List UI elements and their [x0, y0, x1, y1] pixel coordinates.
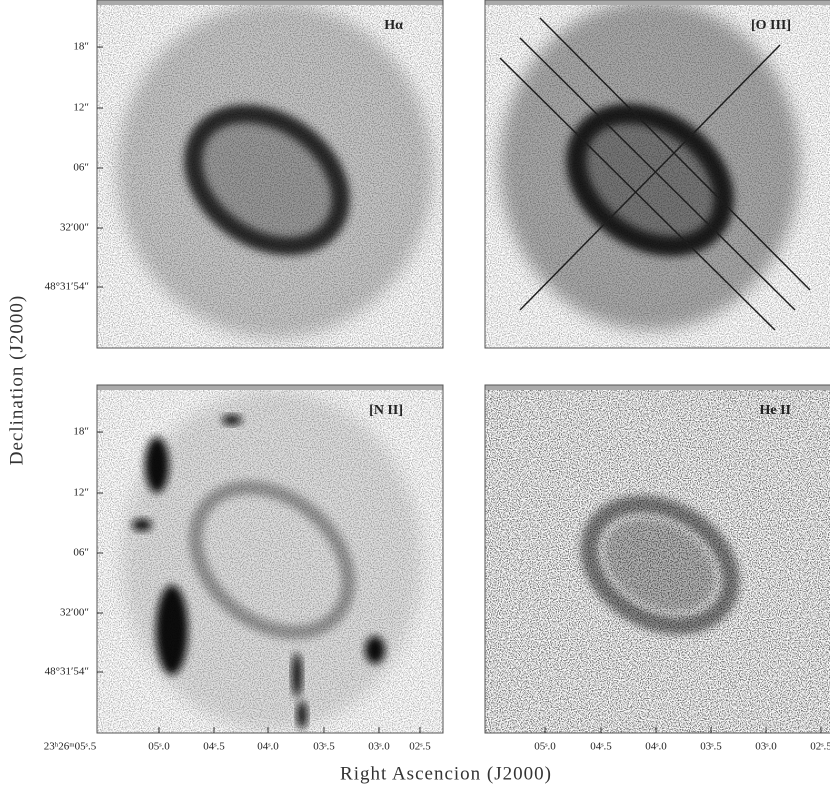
x-tick-label: 05ˢ.0: [148, 741, 170, 753]
x-tick-label: 03ˢ.0: [368, 741, 390, 753]
frame: [96, 0, 444, 349]
image: [97, 385, 443, 733]
x-tick-label: 03ˢ.0: [755, 741, 777, 753]
frame: [484, 384, 830, 734]
panel-label: Hα: [384, 18, 403, 33]
top-edge: [485, 0, 830, 5]
y-tick-label: 48°31′54″: [45, 666, 89, 678]
y-tick-label: 18″: [73, 426, 89, 438]
frame: [96, 384, 444, 734]
noise: [97, 0, 443, 348]
panel: He II 05ˢ.0 04ˢ.5 04ˢ.0 03ˢ.5 03ˢ.0 02ˢ.5: [484, 384, 830, 753]
panel-label: [O III]: [751, 18, 791, 33]
y-tick-label: 12″: [73, 487, 89, 499]
panel: [O III]: [484, 0, 830, 349]
top-edge: [485, 385, 830, 390]
y-tick-label: 06″: [73, 162, 89, 174]
panel-label: He II: [760, 403, 792, 418]
panel: [N II] 18″ 12″ 06″ 32′00″ 48°31′54″ 23ʰ26ᵐ05ˢ.…: [44, 384, 444, 753]
image: [97, 0, 443, 348]
x-tick-label: 03ˢ.5: [700, 741, 722, 753]
x-tick-label: 02ˢ.5: [409, 741, 431, 753]
panel: Hα 18″ 12″ 06″ 32′00″ 48°31′54″: [45, 0, 444, 349]
y-tick-label: 32′00″: [60, 607, 89, 619]
noise: [485, 0, 830, 348]
x-tick-label: 04ˢ.0: [257, 741, 279, 753]
x-tick-label: 05ˢ.0: [534, 741, 556, 753]
image: [485, 0, 830, 348]
panel-label: [N II]: [369, 403, 403, 418]
x-tick-label: 04ˢ.0: [645, 741, 667, 753]
noise: [97, 385, 443, 733]
noise: [485, 385, 830, 733]
y-tick-label: 18″: [73, 41, 89, 53]
x-tick-label: 03ˢ.5: [313, 741, 335, 753]
y-axis-title: Declination (J2000): [6, 295, 27, 465]
y-tick-label: 06″: [73, 547, 89, 559]
x-axis-title: Right Ascencion (J2000): [340, 763, 552, 784]
x-tick-label: 23ʰ26ᵐ05ˢ.5: [44, 741, 97, 753]
y-tick-label: 12″: [73, 102, 89, 114]
x-tick-label: 02ˢ.5: [810, 741, 830, 753]
top-edge: [97, 385, 443, 390]
x-tick-label: 04ˢ.5: [590, 741, 612, 753]
frame: [484, 0, 830, 349]
top-edge: [97, 0, 443, 5]
y-tick-label: 48°31′54″: [45, 281, 89, 293]
image: [485, 385, 830, 733]
x-tick-label: 04ˢ.5: [203, 741, 225, 753]
y-tick-label: 32′00″: [60, 222, 89, 234]
